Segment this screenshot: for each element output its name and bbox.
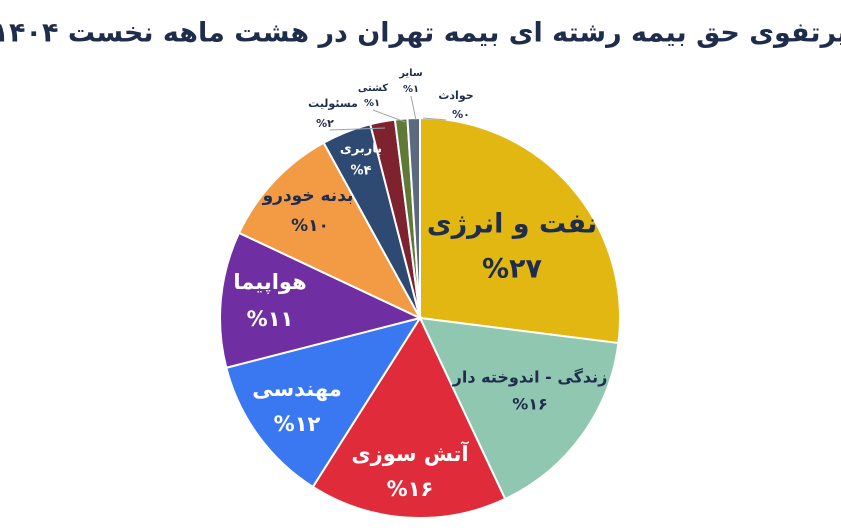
pie-slice (237, 141, 423, 321)
pie-slice (219, 231, 423, 369)
value-label: %۲۷ (482, 254, 543, 285)
value-label: %۱۶ (512, 395, 548, 414)
slice-label: آتش سوزی (351, 441, 469, 466)
chart-title: پرتفوی حق بیمه رشته ای بیمه تهران در هشت… (0, 18, 841, 49)
value-label: %۱۰ (291, 216, 329, 236)
pie-slice (311, 315, 507, 519)
slice-label: بدنه خودرو (262, 186, 354, 206)
value-label: %۱ (403, 84, 419, 95)
value-label: %۱۲ (274, 412, 321, 436)
slice-label: حوادث (438, 89, 473, 102)
value-label: %۱۶ (387, 477, 434, 501)
slice-label: زندگی - اندوخته دار (452, 368, 608, 387)
value-label: %۴ (351, 164, 372, 179)
value-label: %۱ (364, 98, 380, 109)
slice-label: مهندسی (252, 377, 341, 401)
pie-slice (418, 316, 620, 501)
leader-line (329, 127, 386, 131)
slice-label: نفت و انرژی (427, 209, 597, 240)
slice-label: سایر (398, 68, 423, 79)
leader-line (410, 95, 417, 121)
slice-label: هواپیما (233, 270, 306, 294)
value-label: %۱۱ (247, 307, 294, 331)
value-label: %۰ (452, 108, 470, 121)
leader-line (372, 109, 406, 123)
leader-line (422, 117, 447, 121)
slice-label: کشتی (358, 83, 388, 94)
slice-label: مسئولیت (308, 97, 358, 110)
pie-slice (225, 316, 423, 489)
slice-label: باربری (340, 142, 382, 157)
value-label: %۲ (316, 117, 334, 130)
pie-slice (419, 116, 621, 345)
